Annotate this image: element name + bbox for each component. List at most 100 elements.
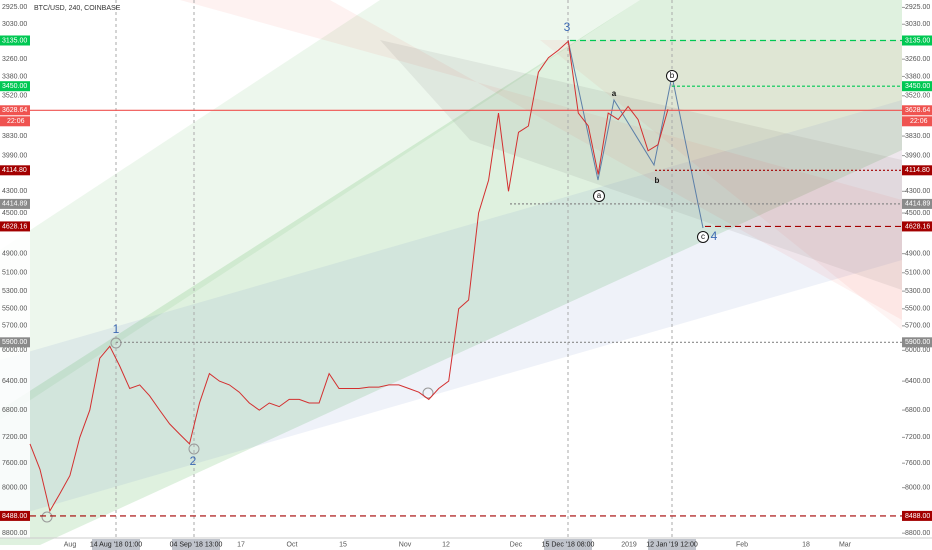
channel xyxy=(0,0,640,420)
y-tick-label: 5700.00 xyxy=(905,323,930,330)
countdown-box xyxy=(902,116,932,127)
y-tick-label: 3380.00 xyxy=(2,73,27,80)
price-label: 4628.16 xyxy=(2,223,27,230)
y-tick-label: 3990.00 xyxy=(905,152,930,159)
annotation-circle xyxy=(697,231,709,243)
x-tick-label: 2019 xyxy=(621,541,637,548)
y-tick-label: 5300.00 xyxy=(905,288,930,295)
price-label: 4114.80 xyxy=(905,167,930,174)
countdown-box xyxy=(0,116,30,127)
annotation: 3 xyxy=(564,20,571,34)
price-box xyxy=(902,221,932,232)
price-label: 3628.64 xyxy=(2,107,27,114)
price-box xyxy=(0,337,30,348)
annotation-circle xyxy=(593,190,605,202)
x-tick-label: 15 Dec '18 08:00 xyxy=(542,541,595,548)
price-label: 3135.00 xyxy=(905,37,930,44)
price-label: 3450.00 xyxy=(2,83,27,90)
x-tick-label: 18 xyxy=(802,541,810,548)
annotation: c xyxy=(701,232,705,241)
price-box xyxy=(902,81,932,92)
x-tick-label: 14 Aug '18 01:00 xyxy=(90,541,142,548)
annotation-circle xyxy=(666,70,678,82)
annotation: a xyxy=(612,89,617,98)
x-tick-label: 04 Sep '18 13:00 xyxy=(170,541,223,548)
y-tick-label: 3030.00 xyxy=(905,21,930,28)
price-box xyxy=(0,510,30,521)
price-label: 4414.89 xyxy=(905,201,930,208)
pivot xyxy=(41,511,53,523)
y-tick-label: 5100.00 xyxy=(2,270,27,277)
x-tick-label: 12 Jan '19 12:00 xyxy=(646,541,698,548)
y-tick-label: 6800.00 xyxy=(905,407,930,414)
y-tick-label: 5500.00 xyxy=(2,306,27,313)
x-tick-label: Oct xyxy=(287,541,298,548)
y-tick-label: 3260.00 xyxy=(2,56,27,63)
channel xyxy=(0,100,902,520)
annotation: b xyxy=(670,71,675,80)
price-label: 8488.00 xyxy=(905,513,930,520)
price-box xyxy=(902,337,932,348)
x-tick-label: 15 xyxy=(339,541,347,548)
y-tick-label: 4500.00 xyxy=(905,210,930,217)
price-box xyxy=(0,198,30,209)
y-tick-label: 4900.00 xyxy=(905,251,930,258)
channel xyxy=(380,40,902,290)
y-tick-label: 6000.00 xyxy=(2,347,27,354)
pivot xyxy=(188,443,200,455)
wave-line xyxy=(567,39,704,229)
price-box xyxy=(0,165,30,176)
y-tick-label: 4300.00 xyxy=(905,188,930,195)
y-tick-label: 7200.00 xyxy=(905,434,930,441)
y-tick-label: 3520.00 xyxy=(2,93,27,100)
y-tick-label: 7600.00 xyxy=(2,460,27,467)
y-tick-label: 4500.00 xyxy=(2,210,27,217)
pivot xyxy=(110,337,122,349)
price-label: 3450.00 xyxy=(905,83,930,90)
price-box xyxy=(902,35,932,46)
x-tick-label: 17 xyxy=(237,541,245,548)
y-tick-label: 7200.00 xyxy=(2,434,27,441)
y-tick-label: 5500.00 xyxy=(905,306,930,313)
y-tick-label: 8800.00 xyxy=(905,530,930,537)
price-label: 3135.00 xyxy=(2,37,27,44)
price-box xyxy=(902,165,932,176)
y-tick-label: 5300.00 xyxy=(2,288,27,295)
price-box xyxy=(0,35,30,46)
price-box xyxy=(0,81,30,92)
price-label: 4628.16 xyxy=(905,223,930,230)
y-tick-label: 2925.00 xyxy=(905,4,930,11)
pivot xyxy=(422,387,434,399)
price-label: 4414.89 xyxy=(2,201,27,208)
y-tick-label: 6400.00 xyxy=(905,378,930,385)
y-tick-label: 3520.00 xyxy=(905,93,930,100)
y-tick-label: 8000.00 xyxy=(2,484,27,491)
symbol-title: BTC/USD, 240, COINBASE xyxy=(34,5,121,12)
x-label-box xyxy=(172,539,220,550)
channel xyxy=(180,0,902,320)
y-tick-label: 8800.00 xyxy=(2,530,27,537)
x-label-box xyxy=(648,539,696,550)
y-tick-label: 3830.00 xyxy=(2,133,27,140)
channel xyxy=(540,40,902,330)
price-box xyxy=(902,198,932,209)
y-tick-label: 4900.00 xyxy=(2,251,27,258)
y-tick-label: 3830.00 xyxy=(905,133,930,140)
x-tick-label: Feb xyxy=(736,541,748,548)
annotation: a xyxy=(597,191,602,200)
price-label: 4114.80 xyxy=(2,167,27,174)
x-tick-label: Nov xyxy=(399,541,412,548)
y-tick-label: 6000.00 xyxy=(905,347,930,354)
annotation: 4 xyxy=(711,229,718,243)
price-label: 5900.00 xyxy=(905,339,930,346)
price-line-series xyxy=(29,40,669,513)
countdown: 22:06 xyxy=(910,118,928,125)
price-label: 3628.64 xyxy=(905,107,930,114)
price-box xyxy=(0,105,30,116)
annotation: 2 xyxy=(190,454,197,468)
annotation: 1 xyxy=(113,322,120,336)
y-tick-label: 2925.00 xyxy=(2,4,27,11)
y-tick-label: 5700.00 xyxy=(2,323,27,330)
